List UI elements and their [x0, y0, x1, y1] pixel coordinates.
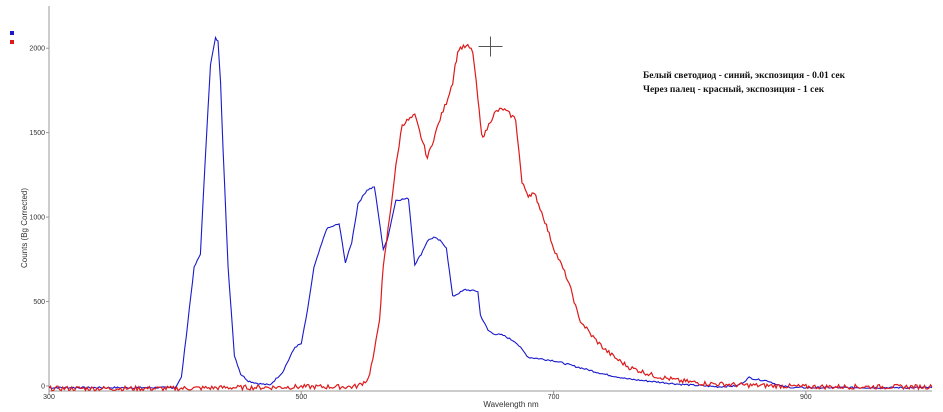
- legend-swatch-red: [10, 40, 14, 44]
- y-tick-label: 0: [41, 383, 45, 390]
- x-tick-label: 900: [800, 394, 812, 401]
- series-blue-led-line: [48, 35, 933, 390]
- y-tick-label: 1500: [29, 130, 45, 137]
- legend-swatch-blue: [10, 31, 14, 35]
- legend: [10, 31, 14, 44]
- x-axis-title: Wavelength nm: [483, 400, 539, 409]
- x-tick-label: 500: [295, 394, 307, 401]
- x-tick-label: 700: [548, 394, 560, 401]
- series-red-finger-line: [48, 43, 933, 392]
- y-axis: 0 500 1000 1500 2000: [29, 46, 49, 390]
- series-layer: [48, 35, 933, 392]
- x-tick-label: 300: [43, 394, 55, 401]
- x-axis: 300 500 700 900: [43, 391, 812, 401]
- annotation-blue-led: Белый светодиод - синий, экспозиция - 0.…: [643, 70, 846, 81]
- y-axis-title: Counts (Bg Corrected): [20, 188, 29, 268]
- plot-frame: [48, 6, 932, 392]
- cursor-marker[interactable]: [478, 36, 503, 57]
- y-tick-label: 1000: [29, 215, 45, 222]
- y-tick-label: 2000: [29, 46, 45, 53]
- y-tick-label: 500: [33, 299, 45, 306]
- annotation-red-finger: Через палец - красный, экспозиция - 1 се…: [643, 84, 825, 95]
